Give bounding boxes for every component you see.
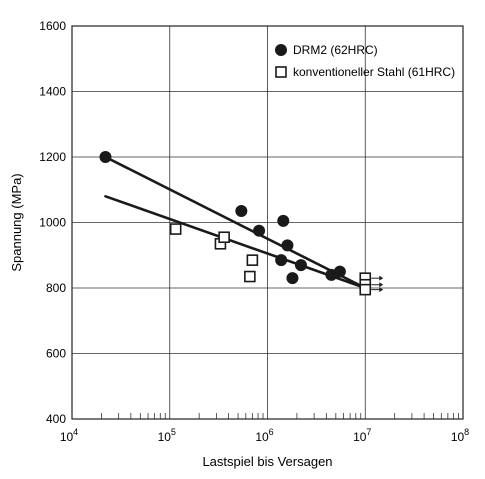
- data-point-series-0: [99, 151, 112, 163]
- trend-lines: [104, 155, 367, 290]
- x-tick-labels: 104 105 106 107 108: [60, 427, 469, 444]
- runout-arrowhead: [379, 275, 384, 281]
- data-point-series-0: [275, 254, 288, 267]
- data-point-series-0: [333, 265, 346, 278]
- y-tick-label: 800: [46, 281, 66, 295]
- data-point-series-0: [277, 214, 290, 227]
- y-tick-labels: 400 600 800 1000 1200 1400 1600: [39, 19, 66, 426]
- data-point-series-0: [294, 259, 307, 272]
- legend-marker-series-0: [275, 44, 287, 56]
- data-point-series-1: [246, 254, 259, 266]
- axis-ticks: [101, 413, 459, 419]
- y-tick-label: 400: [46, 412, 66, 426]
- data-markers: [99, 151, 384, 296]
- y-tick-label: 1600: [39, 19, 66, 33]
- data-point-series-1: [218, 231, 230, 244]
- legend-marker-series-1: [275, 66, 287, 78]
- trend-line-series-0: [104, 155, 367, 290]
- y-tick-label: 1200: [39, 150, 66, 164]
- x-tick-label: 107: [353, 427, 371, 444]
- data-point-series-1: [169, 223, 182, 235]
- y-tick-label: 1400: [39, 85, 66, 99]
- data-point-series-0: [235, 205, 248, 218]
- data-point-series-0: [286, 272, 299, 285]
- legend-label: konventioneller Stahl (61HRC): [293, 65, 455, 79]
- runout-arrowhead: [379, 287, 384, 293]
- x-tick-label: 106: [255, 427, 273, 444]
- runout-arrowhead: [379, 282, 384, 288]
- x-axis-title: Lastspiel bis Versagen: [202, 454, 332, 469]
- legend: DRM2 (62HRC) konventioneller Stahl (61HRC…: [275, 43, 455, 79]
- x-tick-label: 104: [60, 427, 78, 444]
- data-point-series-1: [359, 283, 372, 296]
- x-tick-label: 108: [451, 427, 469, 444]
- plot-area-frame: [71, 25, 464, 420]
- data-point-series-0: [281, 239, 294, 252]
- data-point-series-0: [253, 224, 266, 237]
- y-tick-label: 1000: [39, 216, 66, 230]
- legend-label: DRM2 (62HRC): [293, 43, 378, 57]
- grid-lines: [72, 26, 463, 419]
- data-point-series-1: [244, 270, 256, 283]
- trend-line-series-1: [104, 195, 367, 290]
- x-tick-label: 105: [158, 427, 176, 444]
- y-axis-title: Spannung (MPa): [9, 173, 24, 271]
- y-tick-label: 600: [46, 347, 66, 361]
